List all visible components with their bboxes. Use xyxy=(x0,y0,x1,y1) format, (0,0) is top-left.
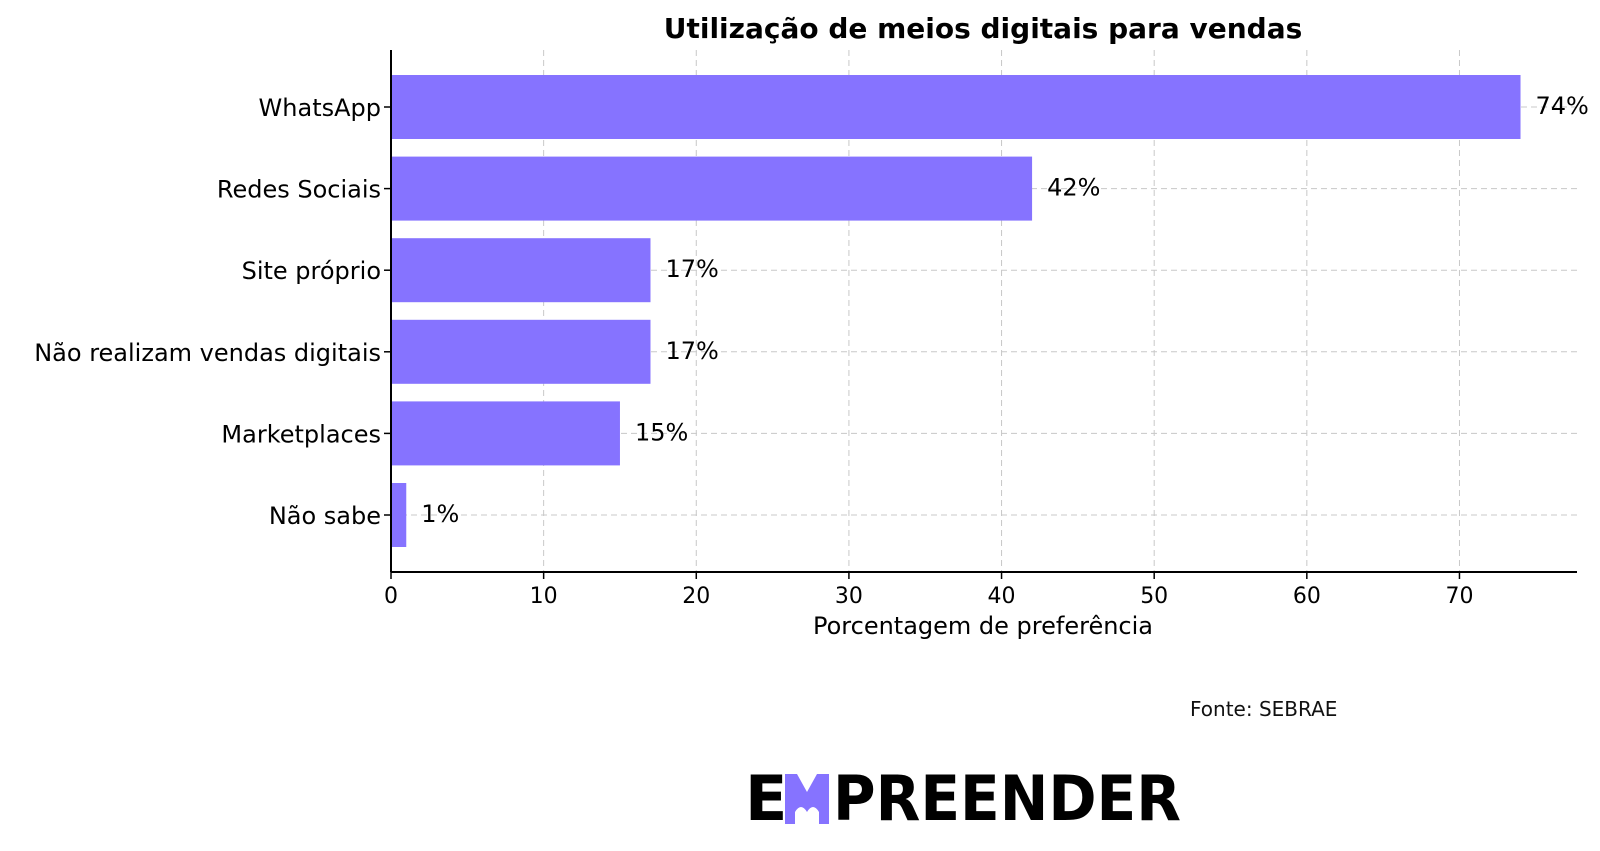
data-label: 74% xyxy=(1536,92,1589,120)
x-tick-label: 10 xyxy=(530,584,558,609)
x-tick-label: 70 xyxy=(1445,584,1473,609)
x-tick-label: 30 xyxy=(835,584,863,609)
logo-text-rest: PREENDER xyxy=(833,768,1181,830)
x-tick-label: 60 xyxy=(1293,584,1321,609)
bar xyxy=(391,75,1521,139)
data-labels: 74% 42% 17% 17% 15% 1% xyxy=(421,92,1589,528)
logo-m-mark xyxy=(785,774,829,824)
data-label: 17% xyxy=(665,255,718,283)
bar xyxy=(391,156,1033,221)
bars xyxy=(391,75,1521,547)
x-tick-label: 40 xyxy=(988,584,1016,609)
data-label: 17% xyxy=(665,337,718,365)
x-axis-label: Porcentagem de preferência xyxy=(813,612,1153,640)
bar xyxy=(391,319,651,384)
data-label: 42% xyxy=(1047,174,1100,202)
category-label: Marketplaces xyxy=(221,420,381,448)
empreender-logo: E PREENDER xyxy=(745,768,1181,830)
category-label: Site próprio xyxy=(242,257,381,285)
data-label: 1% xyxy=(421,500,459,528)
x-tick-label: 0 xyxy=(384,584,398,609)
category-label: Não realizam vendas digitais xyxy=(34,339,381,367)
x-tick-label: 50 xyxy=(1140,584,1168,609)
x-tick-label: 20 xyxy=(682,584,710,609)
chart-title: Utilização de meios digitais para vendas xyxy=(664,12,1303,45)
axes xyxy=(390,50,1577,573)
bar xyxy=(391,238,651,303)
logo-letter-e: E xyxy=(745,768,787,830)
source-note: Fonte: SEBRAE xyxy=(1190,697,1338,721)
bar xyxy=(391,401,620,466)
x-ticks: 0 10 20 30 40 50 60 70 xyxy=(384,106,1473,609)
bar xyxy=(391,483,407,547)
data-label: 15% xyxy=(635,418,688,446)
category-label: WhatsApp xyxy=(259,94,381,122)
category-labels: WhatsApp Redes Sociais Site próprio Não rea… xyxy=(34,94,381,530)
category-label: Não sabe xyxy=(269,502,381,530)
category-label: Redes Sociais xyxy=(217,176,381,204)
